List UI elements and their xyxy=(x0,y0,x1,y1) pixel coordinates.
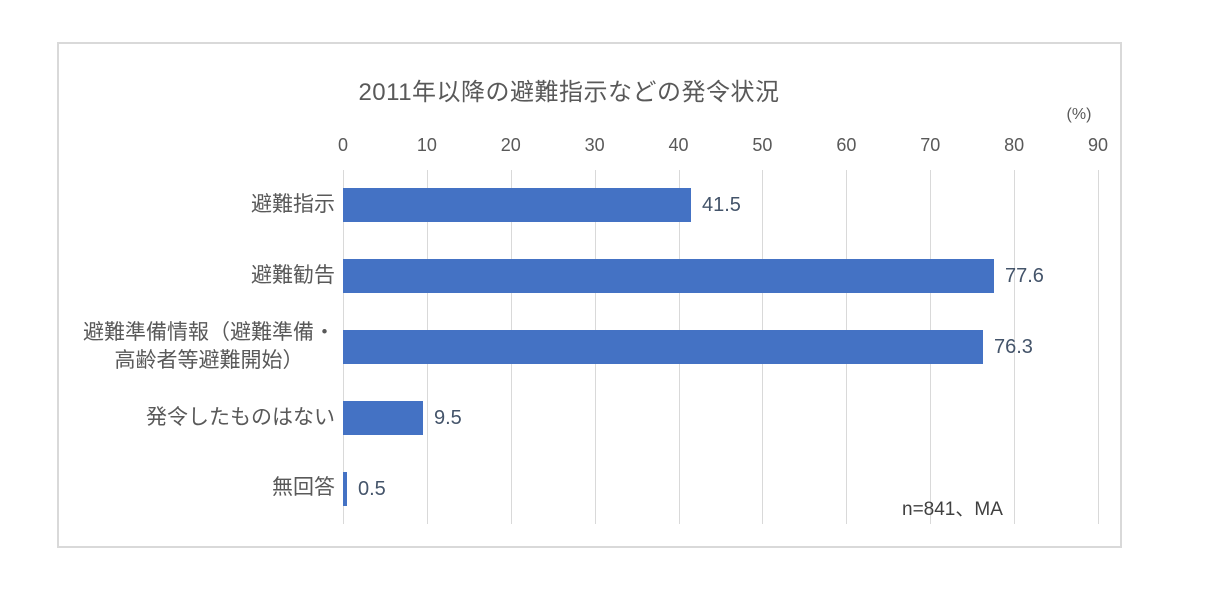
bar xyxy=(343,188,691,223)
category-label-text: 避難準備情報（避難準備・ 高齢者等避難開始） xyxy=(83,320,335,372)
value-label: 77.6 xyxy=(1005,265,1044,288)
category-label: 避難準備情報（避難準備・ 高齢者等避難開始） xyxy=(59,312,335,383)
category-label: 避難勧告 xyxy=(59,241,335,312)
bar xyxy=(343,400,423,435)
category-label-text: 避難勧告 xyxy=(251,264,335,288)
sample-size-note: n=841、MA xyxy=(902,499,1003,520)
x-axis-tick: 40 xyxy=(668,135,689,155)
percent-unit-label: (%) xyxy=(1066,106,1092,123)
category-label: 無回答 xyxy=(59,453,335,524)
x-axis-tick: 20 xyxy=(500,135,521,155)
value-label: 41.5 xyxy=(702,194,741,217)
x-axis-tick: 0 xyxy=(337,135,348,155)
bar xyxy=(343,259,994,294)
x-axis-tick: 90 xyxy=(1087,135,1109,155)
category-label-text: 避難指示 xyxy=(251,193,335,217)
category-label: 避難指示 xyxy=(59,170,335,241)
value-label: 9.5 xyxy=(434,406,462,429)
x-axis-tick: 30 xyxy=(584,135,605,155)
chart-title: 2011年以降の避難指示などの発令状況 xyxy=(358,79,780,106)
category-label-text: 発令したものはない xyxy=(146,405,335,429)
gridline xyxy=(1098,170,1099,524)
x-axis-tick: 50 xyxy=(752,135,773,155)
category-label-text: 無回答 xyxy=(272,476,335,500)
x-axis-tick: 80 xyxy=(1004,135,1025,155)
x-axis-tick: 60 xyxy=(836,135,857,155)
category-label: 発令したものはない xyxy=(59,382,335,453)
x-axis-tick: 10 xyxy=(416,135,437,155)
gridline xyxy=(1014,170,1016,524)
value-label: 0.5 xyxy=(358,477,386,500)
chart-container: 2011年以降の避難指示などの発令状況 (%) 0 10 20 30 40 50 60 70 8… xyxy=(57,42,1122,548)
bar xyxy=(343,330,983,364)
x-axis-tick: 70 xyxy=(920,135,941,155)
value-label: 76.3 xyxy=(994,336,1033,358)
bar xyxy=(343,471,347,506)
